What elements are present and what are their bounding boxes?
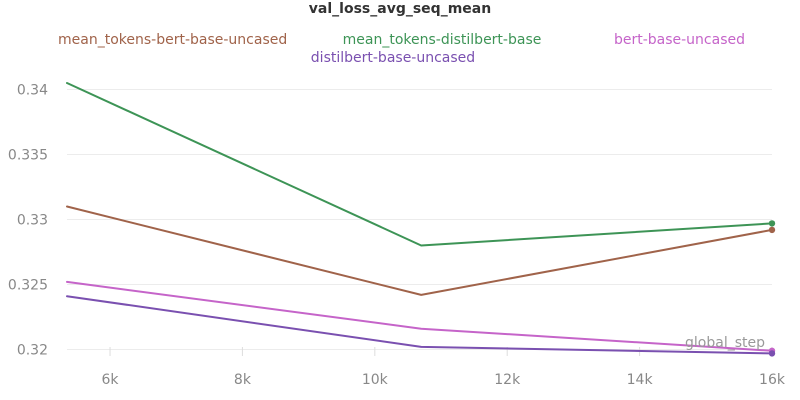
x-tick-label: 14k [627, 372, 654, 388]
series-end-point-mean-tokens-distilbert-base[interactable] [768, 220, 776, 227]
series-end-point-mean-tokens-bert-base-uncased[interactable] [768, 226, 776, 234]
y-axis: 0.32 0.325 0.33 0.335 0.34 [8, 83, 48, 359]
series-line-mean-tokens-bert-base-uncased[interactable] [66, 205, 773, 296]
x-tick-label: 8k [234, 372, 252, 388]
y-tick-label: 0.33 [17, 213, 48, 229]
series-line-mean-tokens-distilbert-base[interactable] [66, 82, 773, 247]
series-line-bert-base-uncased[interactable] [66, 280, 773, 352]
grid [67, 89, 773, 356]
x-tick-label: 10k [362, 372, 389, 388]
legend: mean_tokens-bert-base-uncased mean_token… [58, 32, 745, 66]
x-tick-label: 12k [494, 372, 521, 388]
chart-title: val_loss_avg_seq_mean [309, 1, 491, 17]
y-tick-label: 0.32 [17, 343, 48, 359]
series-end-point-distilbert-base-uncased[interactable] [768, 350, 776, 357]
series-group [66, 82, 776, 357]
x-axis: 6k 8k 10k 12k 14k 16k [102, 372, 786, 388]
y-tick-label: 0.335 [8, 148, 48, 164]
legend-entry-mean-tokens-distilbert-base[interactable]: mean_tokens-distilbert-base [343, 32, 542, 48]
legend-entry-distilbert-base-uncased[interactable]: distilbert-base-uncased [311, 50, 475, 66]
legend-entry-bert-base-uncased[interactable]: bert-base-uncased [614, 32, 745, 48]
x-tick-label: 16k [759, 372, 786, 388]
y-tick-label: 0.325 [8, 278, 48, 294]
series-line-distilbert-base-uncased[interactable] [66, 295, 773, 355]
x-axis-label: global_step [685, 335, 765, 351]
legend-entry-mean-tokens-bert-base-uncased[interactable]: mean_tokens-bert-base-uncased [58, 32, 287, 48]
x-tick-label: 6k [102, 372, 120, 388]
y-tick-label: 0.34 [17, 83, 48, 99]
